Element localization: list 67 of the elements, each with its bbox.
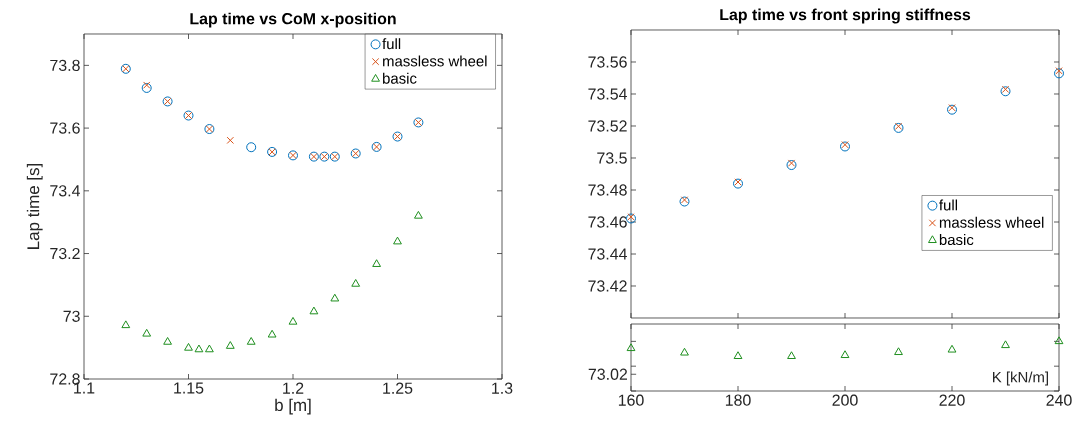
point — [309, 306, 319, 315]
y-tick-label: 73.56 — [588, 56, 627, 68]
point — [1054, 68, 1065, 79]
point — [787, 159, 796, 167]
x-tick-label: 1.3 — [492, 382, 513, 394]
point — [121, 320, 131, 329]
y-tick-label: 73.42 — [588, 280, 627, 292]
y-tick-label: 73.2 — [50, 247, 80, 260]
legend-label: massless wheel — [939, 216, 1044, 228]
point — [194, 344, 204, 353]
point — [733, 351, 743, 360]
point — [680, 347, 689, 356]
point — [894, 347, 903, 356]
point — [351, 278, 361, 287]
point — [786, 160, 797, 171]
y-axis-title: Lap time [s] — [26, 163, 43, 249]
legend-label: massless wheel — [383, 55, 487, 67]
y-tick-label: 73.4 — [50, 185, 80, 197]
chart-title: Lap time vs front spring stiffness — [720, 8, 971, 24]
y-tick-label: 73.52 — [588, 120, 627, 132]
x-tick-label: 1.15 — [174, 382, 204, 394]
x-tick-label: 160 — [618, 394, 644, 406]
point — [226, 136, 234, 144]
point — [141, 82, 152, 93]
text: 73.02 — [588, 368, 627, 380]
point — [840, 350, 850, 359]
x-axis-title: K [kN/m] — [993, 371, 1048, 386]
legend-label: full — [382, 38, 401, 50]
x-axis-title: b [m] — [275, 398, 311, 415]
point — [787, 351, 796, 360]
y-tick-label: 73.8 — [50, 59, 80, 71]
point — [1054, 336, 1064, 345]
point — [267, 329, 277, 338]
y-tick-label: 73.5 — [597, 152, 627, 164]
point — [205, 344, 214, 353]
point — [393, 236, 402, 245]
x-tick-label: 220 — [939, 394, 965, 406]
x-tick-label: 200 — [832, 394, 858, 406]
point — [143, 81, 151, 89]
point — [330, 293, 340, 302]
x-tick-label: 1.2 — [283, 382, 304, 394]
legend-label: full — [939, 199, 958, 211]
x-tick-label: 240 — [1046, 394, 1072, 406]
y-tick-label: 73.54 — [588, 88, 628, 100]
legend-label: basic — [383, 72, 417, 84]
point — [184, 342, 193, 351]
point — [947, 344, 957, 353]
y-tick-label: 73.48 — [588, 184, 627, 196]
point — [225, 341, 235, 349]
y-tick-label: 73 — [63, 310, 80, 322]
y-tick-label: 73.6 — [50, 122, 80, 134]
point — [1001, 340, 1010, 349]
point — [626, 343, 636, 352]
point — [246, 142, 257, 153]
x-tick-label: 1.25 — [383, 382, 413, 394]
chart-title: Lap time vs CoM x-position — [190, 12, 396, 28]
point — [142, 328, 152, 337]
y-tick-label: 73.44 — [588, 248, 628, 260]
legend-label: basic — [939, 234, 974, 246]
point — [246, 336, 256, 345]
point — [372, 259, 381, 267]
y-tick-label: 73.46 — [588, 216, 627, 228]
x-tick-label: 180 — [725, 394, 751, 406]
point — [414, 210, 423, 219]
point — [1055, 67, 1063, 75]
point — [288, 316, 298, 325]
point — [163, 336, 172, 345]
